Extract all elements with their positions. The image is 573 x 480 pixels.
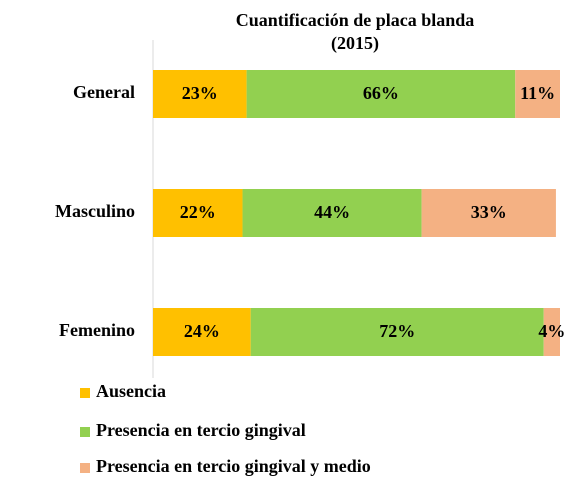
bar-segment bbox=[421, 189, 556, 237]
bar-segment bbox=[153, 70, 247, 118]
category-label: Masculino bbox=[55, 201, 135, 221]
legend-label: Presencia en tercio gingival bbox=[96, 420, 306, 440]
data-label: 66% bbox=[363, 83, 399, 103]
bar-segment bbox=[153, 189, 243, 237]
legend-swatch bbox=[80, 463, 90, 473]
data-label: 44% bbox=[314, 202, 350, 222]
chart-title: (2015) bbox=[331, 33, 379, 54]
bar-segment bbox=[250, 308, 544, 356]
data-label: 23% bbox=[182, 83, 218, 103]
legend-swatch bbox=[80, 388, 90, 398]
legend-swatch bbox=[80, 427, 90, 437]
data-label: 4% bbox=[538, 321, 565, 341]
category-label: Femenino bbox=[59, 320, 135, 340]
bar-segment bbox=[246, 70, 516, 118]
legend-label: Ausencia bbox=[96, 381, 166, 401]
data-label: 72% bbox=[379, 321, 415, 341]
data-label: 33% bbox=[471, 202, 507, 222]
bar-segment bbox=[242, 189, 422, 237]
data-label: 24% bbox=[184, 321, 220, 341]
chart-title: Cuantificación de placa blanda bbox=[236, 10, 475, 30]
data-label: 11% bbox=[520, 83, 555, 103]
bar-segment bbox=[153, 308, 251, 356]
legend-label: Presencia en tercio gingival y medio bbox=[96, 456, 371, 476]
bar-segment bbox=[515, 70, 560, 118]
bar-segment bbox=[543, 308, 560, 356]
data-label: 22% bbox=[180, 202, 216, 222]
category-label: General bbox=[73, 82, 135, 102]
